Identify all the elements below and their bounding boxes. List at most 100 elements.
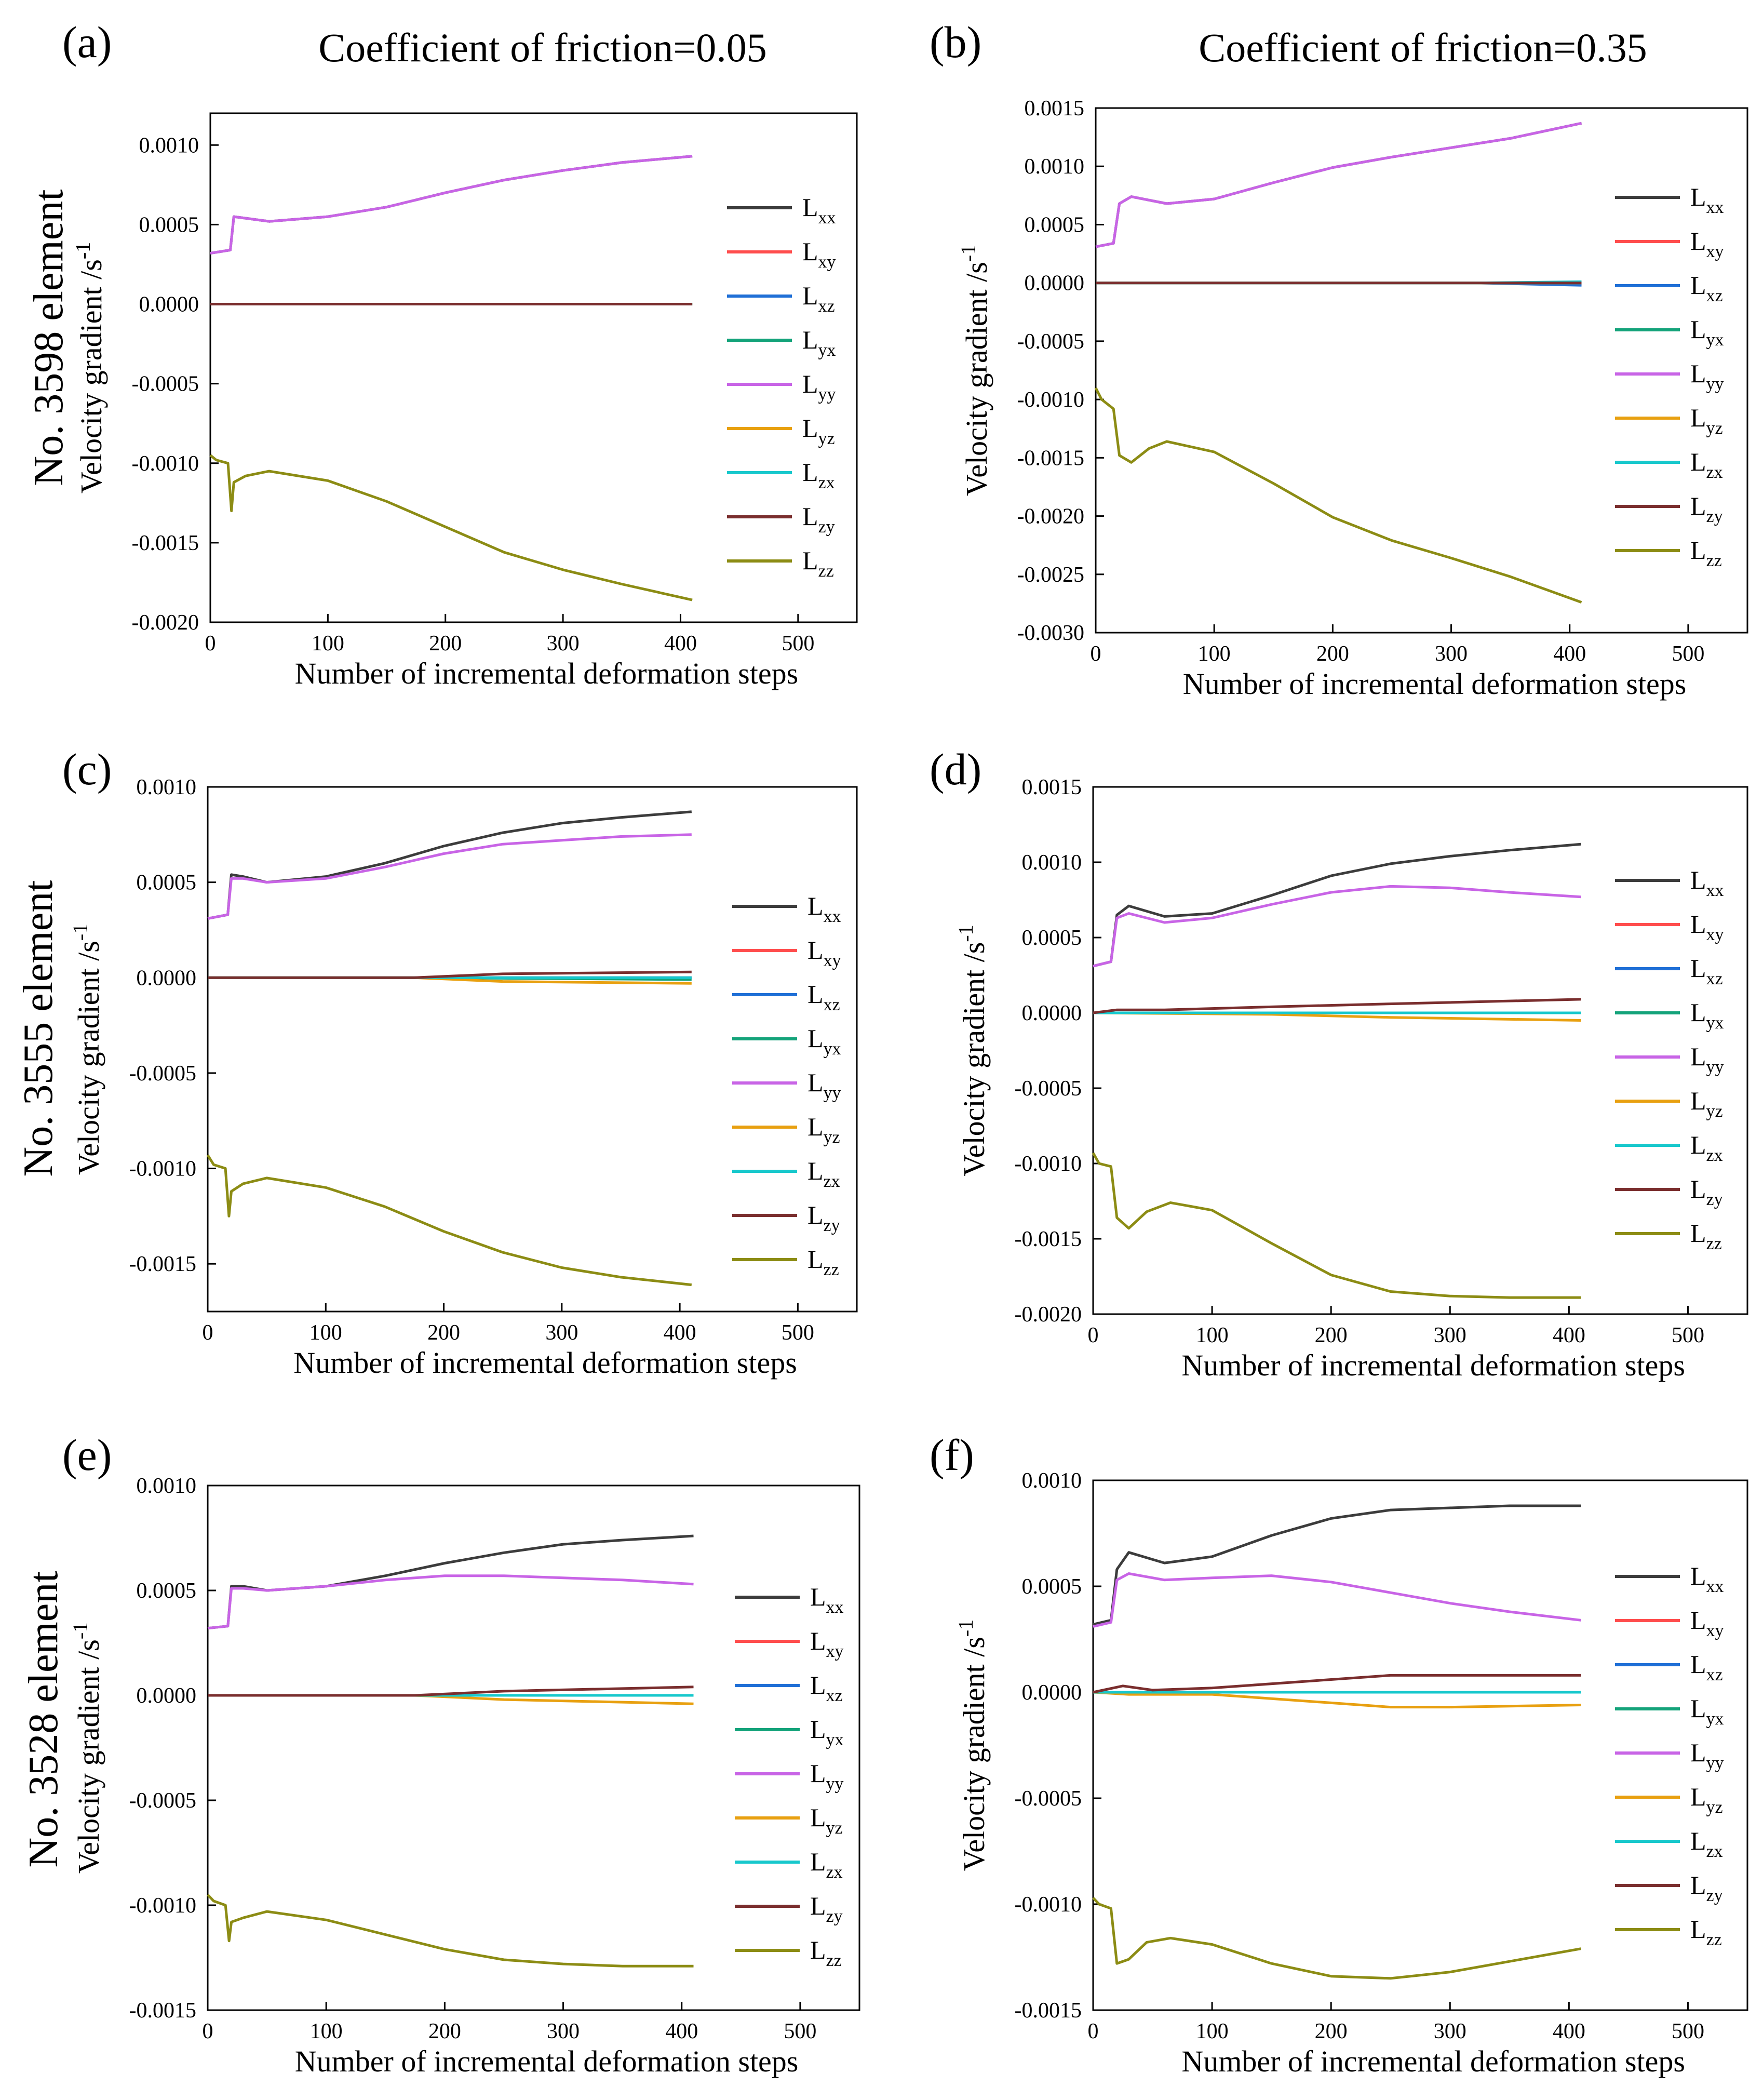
x-tick-label-b: 200 [1316, 642, 1349, 666]
legend-label-Lxx-d: Lxx [1690, 865, 1724, 900]
x-tick-label-f: 300 [1434, 2019, 1466, 2043]
column-title-right: Coefficient of friction=0.35 [1199, 25, 1647, 70]
y-tick-label-c: -0.0010 [129, 1157, 197, 1181]
series-Lyy-c [207, 833, 692, 920]
y-tick-label-d: 0.0005 [1022, 926, 1082, 950]
y-tick-label-f: -0.0005 [1015, 1787, 1082, 1811]
x-tick-label-f: 500 [1672, 2019, 1704, 2043]
y-tick-label-d: -0.0015 [1015, 1227, 1082, 1251]
series-Lzy-d [1093, 998, 1581, 1014]
legend-label-Lzy-c: Lzy [808, 1200, 840, 1235]
y-tick-label-d: 0.0010 [1022, 851, 1082, 875]
y-tick-label-b: 0.0010 [1025, 155, 1085, 179]
y-tick-label-f: -0.0010 [1015, 1893, 1082, 1917]
panel-tag-a: (a) [62, 17, 112, 67]
series-Lxx-d [1093, 842, 1581, 968]
legend-label-Lyy-b: Lyy [1690, 359, 1724, 394]
legend-label-Lyy-a: Lyy [802, 369, 836, 404]
y-tick-label-b: 0.0015 [1025, 97, 1085, 121]
x-tick-label-d: 400 [1553, 1323, 1585, 1347]
row-label-3528: No. 3528 element [21, 1571, 66, 1868]
legend-label-Lxy-f: Lxy [1690, 1606, 1724, 1640]
series-Lxx-e [207, 1534, 694, 1630]
x-tick-label-e: 100 [310, 2019, 343, 2043]
legend-label-Lxy-a: Lxy [802, 237, 836, 272]
x-tick-label-b: 300 [1435, 642, 1468, 666]
x-axis-title-d: Number of incremental deformation steps [1181, 1348, 1685, 1382]
y-axis-title-b: Velocity gradient /s-1 [957, 245, 993, 496]
legend-label-Lzx-b: Lzx [1690, 447, 1723, 482]
legend-label-Lyx-c: Lyx [808, 1024, 841, 1059]
y-tick-label-b: -0.0005 [1017, 330, 1085, 354]
series-Lxx-c [207, 810, 692, 920]
legend-label-Lzz-e: Lzz [810, 1935, 842, 1970]
x-axis-title-c: Number of incremental deformation steps [293, 1346, 797, 1380]
x-tick-label-b: 500 [1672, 642, 1704, 666]
y-tick-label-c: 0.0005 [137, 871, 197, 895]
chart-c: (c) 0 100 200 300 400 500 -0.0015 -0.0010 -0.0005… [62, 744, 858, 1380]
series-Lyy-d [1093, 885, 1581, 968]
legend-label-Lyz-a: Lyz [802, 413, 835, 448]
y-tick-label-a: -0.0005 [132, 372, 199, 396]
legend-label-Lzz-b: Lzz [1690, 536, 1722, 570]
x-tick-label-f: 200 [1315, 2019, 1348, 2043]
y-tick-label-e: 0.0000 [137, 1684, 197, 1708]
x-tick-label-e: 0 [203, 2019, 213, 2043]
x-tick-label-e: 400 [665, 2019, 698, 2043]
legend-label-Lxx-e: Lxx [810, 1582, 844, 1617]
x-axis-title-e: Number of incremental deformation steps [295, 2044, 799, 2078]
legend-label-Lxz-c: Lxz [808, 980, 840, 1014]
x-tick-label-a: 200 [429, 632, 462, 656]
chart-f: (f) 0 100 200 300 400 500 -0.0015 -0.0010 -0.0005… [930, 1430, 1748, 2078]
x-tick-label-c: 200 [427, 1321, 460, 1345]
legend-label-Lyz-b: Lyz [1690, 403, 1723, 438]
y-tick-label-a: 0.0000 [139, 293, 199, 317]
y-tick-label-d: -0.0005 [1015, 1077, 1082, 1101]
legend-label-Lyy-f: Lyy [1690, 1738, 1724, 1773]
y-tick-label-c: 0.0000 [137, 966, 197, 990]
legend-label-Lyx-d: Lyx [1690, 998, 1724, 1033]
plot-frame-c [207, 786, 858, 1313]
series-Lxx-b [1095, 122, 1582, 248]
x-tick-label-b: 400 [1553, 642, 1586, 666]
column-title-left: Coefficient of friction=0.05 [318, 25, 766, 70]
y-tick-label-e: 0.0010 [137, 1474, 197, 1498]
panel-tag-c: (c) [62, 744, 112, 794]
legend-label-Lyy-e: Lyy [810, 1759, 844, 1794]
legend-label-Lzz-d: Lzz [1690, 1219, 1722, 1253]
y-tick-label-d: -0.0010 [1015, 1152, 1082, 1176]
legend-label-Lxy-b: Lxy [1690, 226, 1724, 261]
chart-b: (b) 0 100 200 300 400 500 -0.0030 -0.0025 -0.0020… [930, 17, 1748, 701]
y-tick-label-e: -0.0010 [129, 1894, 197, 1918]
legend-label-Lzy-e: Lzy [810, 1891, 843, 1926]
legend-label-Lzy-b: Lzy [1690, 491, 1723, 526]
y-tick-label-f: 0.0010 [1022, 1469, 1082, 1493]
y-axis-title-c: Velocity gradient /s-1 [69, 924, 105, 1175]
legend-label-Lyx-e: Lyx [810, 1715, 844, 1749]
series-Lyy-b [1095, 122, 1582, 248]
x-tick-label-d: 100 [1196, 1323, 1229, 1347]
plot-frame-d [1092, 786, 1748, 1315]
legend-label-Lxz-b: Lxz [1690, 271, 1723, 305]
series-Lzz-e [207, 1894, 694, 1968]
x-axis-title-f: Number of incremental deformation steps [1181, 2044, 1685, 2078]
series-Lzy-f [1093, 1674, 1581, 1694]
series-Lzz-f [1092, 1897, 1581, 1980]
panel-tag-b: (b) [930, 17, 981, 67]
y-tick-label-c: 0.0010 [137, 775, 197, 799]
row-label-3598: No. 3598 element [26, 190, 72, 486]
series-Lzz-c [206, 1154, 692, 1287]
y-tick-label-c: -0.0005 [129, 1062, 197, 1086]
series-Lzy-c [208, 970, 692, 979]
legend-label-Lyz-e: Lyz [810, 1803, 843, 1838]
y-tick-label-b: 0.0000 [1025, 272, 1085, 296]
legend-label-Lxz-f: Lxz [1690, 1650, 1723, 1684]
y-tick-label-b: -0.0025 [1017, 563, 1085, 587]
series-Lzz-b [1094, 387, 1582, 604]
y-axis-title-a: Velocity gradient /s-1 [71, 242, 108, 493]
x-tick-label-a: 400 [664, 632, 697, 656]
series-Lxx-a [210, 155, 693, 255]
legend-label-Lxy-e: Lxy [810, 1626, 844, 1661]
legend-label-Lxy-c: Lxy [808, 935, 841, 970]
legend-label-Lxz-d: Lxz [1690, 954, 1723, 988]
